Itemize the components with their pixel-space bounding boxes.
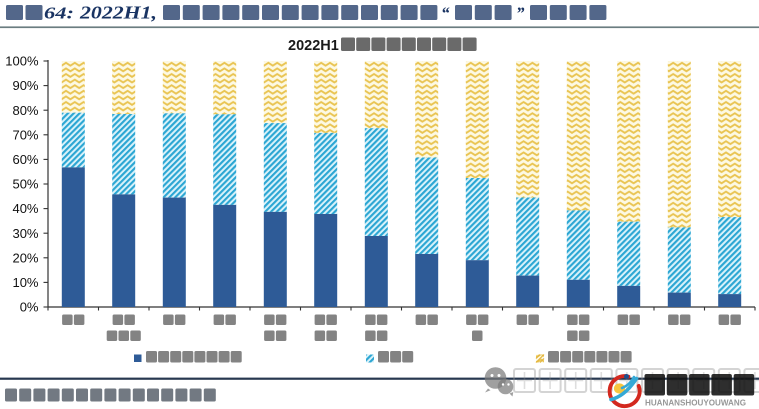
svg-text:60%: 60% bbox=[12, 152, 38, 167]
svg-text:“: “ bbox=[441, 4, 450, 23]
svg-text:90%: 90% bbox=[12, 78, 38, 93]
svg-text:20%: 20% bbox=[12, 250, 38, 265]
svg-text:70%: 70% bbox=[12, 127, 38, 142]
svg-text:HUANANSHOUYOUWANG: HUANANSHOUYOUWANG bbox=[645, 399, 746, 408]
svg-text:10%: 10% bbox=[12, 275, 38, 290]
svg-text:40%: 40% bbox=[12, 201, 38, 216]
svg-text:30%: 30% bbox=[12, 226, 38, 241]
svg-text:2022H1,: 2022H1, bbox=[79, 3, 157, 23]
svg-text:50%: 50% bbox=[12, 177, 38, 192]
svg-text:”: ” bbox=[516, 4, 525, 23]
svg-text:100%: 100% bbox=[5, 54, 39, 69]
svg-text:2022H1: 2022H1 bbox=[288, 38, 339, 54]
svg-text:80%: 80% bbox=[12, 103, 38, 118]
svg-text:64:: 64: bbox=[44, 4, 74, 23]
svg-text:0%: 0% bbox=[20, 300, 39, 315]
